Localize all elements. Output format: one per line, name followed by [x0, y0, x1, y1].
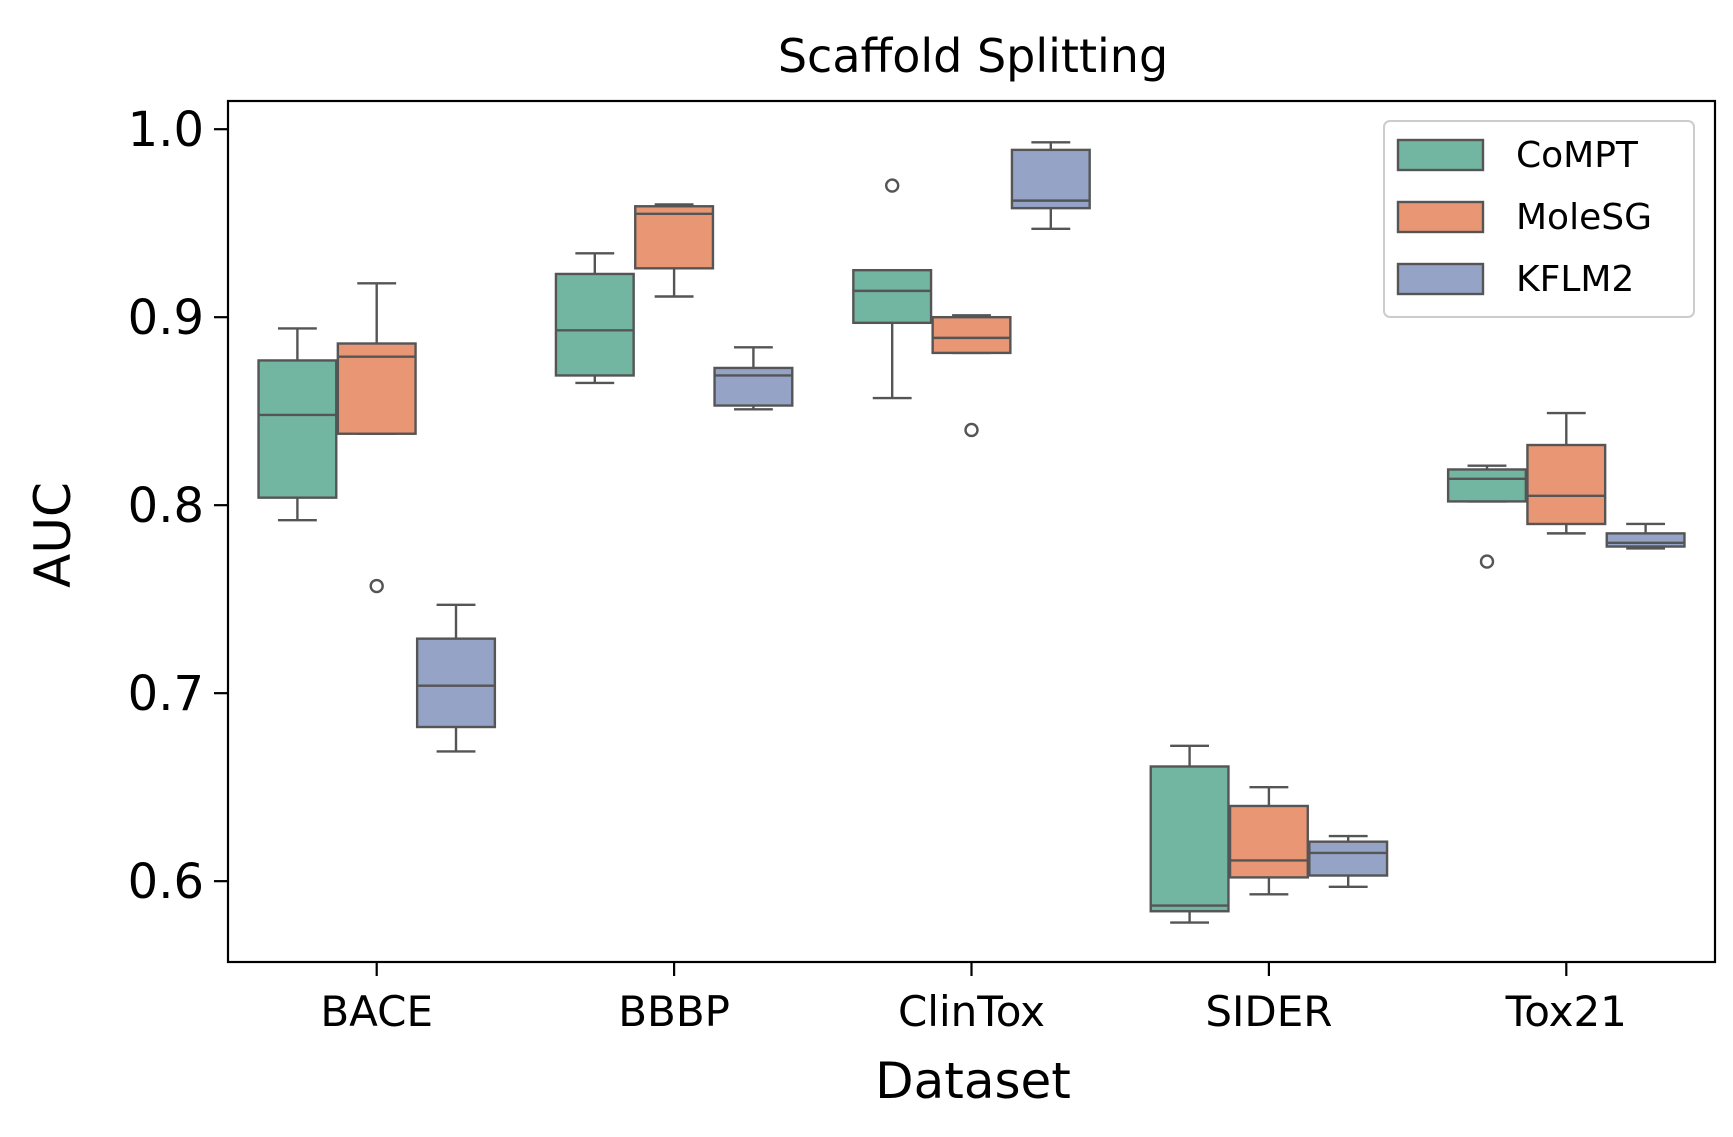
series-molesg	[336, 203, 1607, 896]
series-compt	[257, 178, 1528, 924]
x-tick-label: SIDER	[1205, 987, 1332, 1036]
x-tick-label: Tox21	[1505, 987, 1627, 1036]
x-tick-label: ClinTox	[898, 987, 1045, 1036]
box-molesg-bbbp	[634, 203, 715, 298]
legend-swatch	[1396, 262, 1485, 296]
box-iqr	[415, 637, 497, 729]
box-iqr	[1526, 443, 1607, 526]
legend-label: KFLM2	[1516, 259, 1634, 300]
chart-title: Scaffold Splitting	[778, 29, 1168, 83]
box-kflm2-clintox	[1010, 141, 1091, 231]
outlier-point	[964, 422, 979, 438]
box-iqr	[713, 366, 794, 407]
y-tick-label: 0.9	[128, 290, 204, 346]
box-iqr	[554, 272, 635, 377]
legend-label: CoMPT	[1516, 135, 1639, 176]
y-tick-label: 0.7	[128, 666, 204, 722]
box-compt-clintox	[852, 178, 933, 400]
box-iqr	[257, 359, 338, 499]
legend-label: MoleSG	[1516, 197, 1652, 238]
box-iqr	[1605, 532, 1686, 548]
y-tick-label: 0.8	[128, 478, 204, 534]
legend-item-kflm2: KFLM2	[1396, 259, 1634, 300]
outlier-point	[1479, 554, 1495, 569]
x-axis: BACE BBBP ClinTox SIDER Tox21	[320, 962, 1627, 1036]
legend-item-compt: CoMPT	[1396, 135, 1639, 176]
plot-area	[257, 141, 1686, 924]
box-kflm2-sider	[1308, 834, 1389, 889]
box-iqr	[1446, 468, 1528, 503]
box-iqr	[931, 315, 1012, 355]
box-molesg-tox21	[1526, 411, 1607, 535]
box-compt-bace	[257, 327, 338, 522]
outlier-point	[884, 178, 900, 193]
box-kflm2-bbbp	[713, 346, 794, 411]
y-tick-label: 0.6	[128, 854, 204, 910]
legend: CoMPT MoleSG KFLM2	[1383, 120, 1695, 318]
box-iqr	[634, 205, 715, 270]
x-tick-label: BBBP	[618, 987, 730, 1036]
legend-swatch	[1396, 138, 1485, 172]
y-axis: 0.6 0.7 0.8 0.9 1.0	[128, 102, 228, 910]
box-iqr	[852, 268, 933, 325]
box-iqr	[1010, 148, 1091, 210]
box-kflm2-bace	[415, 603, 497, 753]
outlier-point	[369, 578, 384, 594]
box-molesg-bace	[336, 282, 417, 594]
box-iqr	[336, 342, 417, 435]
box-compt-bbbp	[554, 252, 635, 385]
x-axis-label: Dataset	[875, 1052, 1071, 1110]
y-tick-label: 1.0	[128, 102, 204, 158]
legend-item-molesg: MoleSG	[1396, 197, 1652, 238]
y-axis-label: AUC	[24, 482, 82, 588]
box-iqr	[1308, 840, 1389, 877]
series-kflm2	[415, 141, 1686, 889]
box-kflm2-tox21	[1605, 522, 1686, 550]
x-tick-label: BACE	[320, 987, 433, 1036]
legend-swatch	[1396, 200, 1485, 234]
box-iqr	[1149, 765, 1230, 913]
box-molesg-sider	[1228, 785, 1309, 896]
box-iqr	[1228, 804, 1309, 879]
plot-frame	[226, 99, 1717, 964]
box-molesg-clintox	[931, 314, 1012, 438]
box-compt-sider	[1149, 744, 1230, 924]
box-compt-tox21	[1446, 464, 1528, 569]
